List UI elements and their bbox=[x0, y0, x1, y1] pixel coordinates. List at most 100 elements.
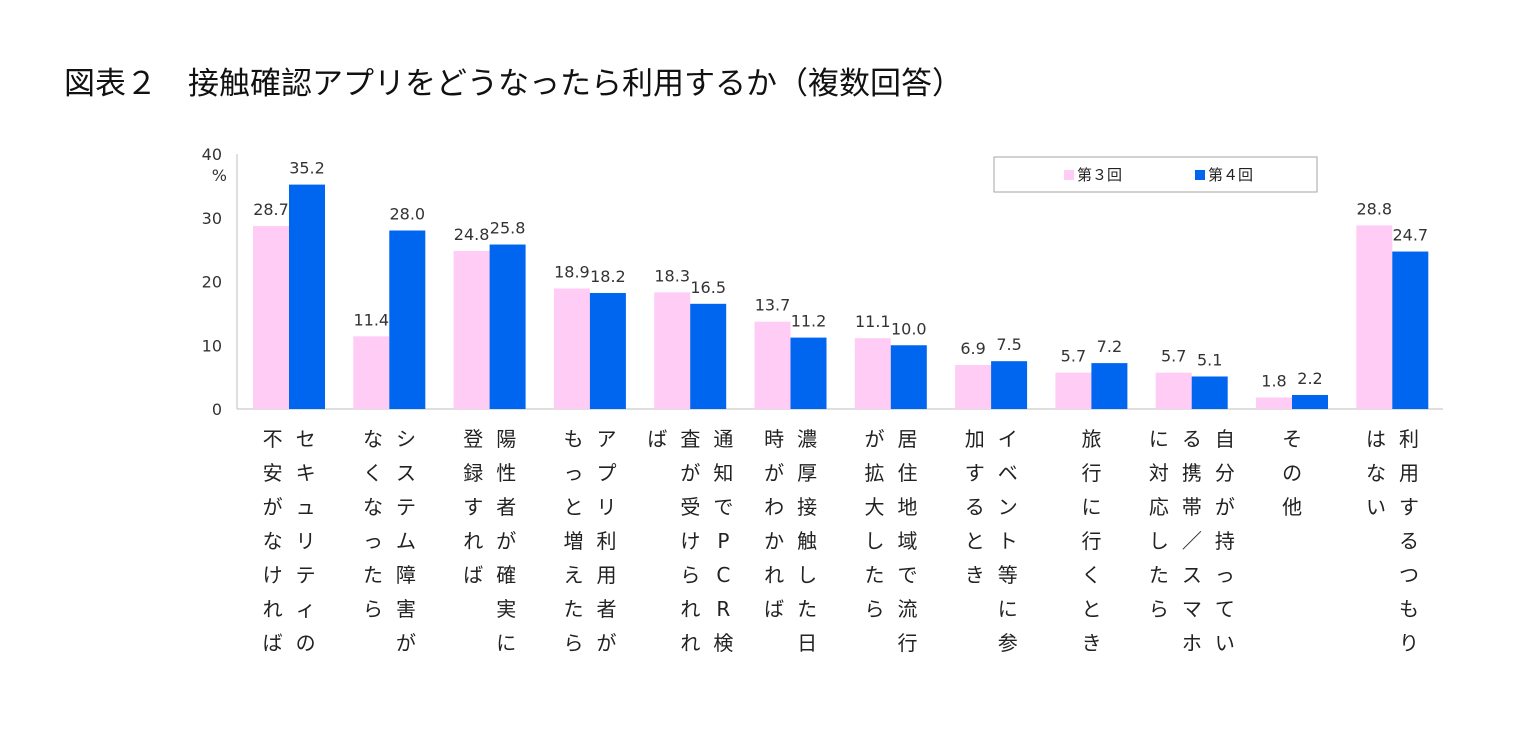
category-label-char: 実 bbox=[496, 597, 516, 621]
category-label-char: ら bbox=[564, 631, 584, 655]
category-label-char: い bbox=[1366, 495, 1386, 519]
category-label-char: た bbox=[1149, 563, 1169, 587]
category-label-char: も bbox=[564, 427, 584, 451]
bar-series2 bbox=[790, 337, 827, 409]
category-label-char: 対 bbox=[1149, 461, 1169, 485]
category-label-char: 加 bbox=[965, 427, 985, 451]
data-label: 10.0 bbox=[891, 319, 927, 338]
data-label: 5.1 bbox=[1197, 350, 1222, 369]
data-label: 24.8 bbox=[454, 225, 490, 244]
category-label-char: リ bbox=[597, 495, 617, 519]
category-label-char: け bbox=[680, 529, 700, 553]
data-label: 6.9 bbox=[960, 339, 985, 358]
bar-series2 bbox=[1091, 363, 1128, 409]
bar-series1 bbox=[1256, 397, 1292, 409]
category-label-char: ュ bbox=[296, 495, 316, 519]
legend-box bbox=[993, 156, 1318, 193]
category-label-char: 者 bbox=[597, 597, 617, 621]
bar-series1 bbox=[1155, 372, 1192, 409]
category-label-char: な bbox=[263, 529, 283, 553]
category-label-char: ホ bbox=[1182, 631, 1202, 655]
category-label-char: き bbox=[965, 563, 985, 587]
category-label-char: し bbox=[797, 563, 817, 587]
category-label-char: 分 bbox=[1215, 461, 1235, 485]
y-tick-label: 40 bbox=[202, 145, 222, 164]
category-label-char: く bbox=[363, 461, 383, 485]
category-label-char: 者 bbox=[496, 495, 516, 519]
bar-series2 bbox=[589, 292, 626, 409]
category-label-char: 大 bbox=[864, 495, 884, 519]
category-label-char: 携 bbox=[1182, 461, 1202, 485]
category-label-char: 等 bbox=[998, 563, 1018, 587]
data-label: 25.8 bbox=[490, 219, 526, 238]
category-label-char: 旅 bbox=[1082, 427, 1102, 451]
chart-title: 図表２ 接触確認アプリをどうなったら利用するか（複数回答） bbox=[64, 66, 963, 102]
category-label-char: 厚 bbox=[797, 461, 817, 485]
category-label-char: な bbox=[363, 495, 383, 519]
category-label-char: ら bbox=[680, 563, 700, 587]
category-label-char: 住 bbox=[897, 461, 917, 485]
category-label-char: 録 bbox=[463, 461, 483, 485]
category-label-char: で bbox=[713, 495, 733, 519]
bar-series1 bbox=[854, 338, 891, 409]
category-label-char: が bbox=[396, 631, 416, 655]
category-label-char: た bbox=[564, 597, 584, 621]
bar-series2 bbox=[1392, 251, 1429, 409]
category-label-char: が bbox=[1215, 495, 1235, 519]
bar-series1 bbox=[1055, 372, 1092, 409]
data-label: 35.2 bbox=[289, 159, 325, 178]
category-label-char: 自 bbox=[1215, 427, 1235, 451]
category-label-char: ば bbox=[263, 631, 283, 655]
bar-series1 bbox=[353, 336, 390, 409]
category-label-char: ン bbox=[998, 495, 1018, 519]
category-label-char: か bbox=[764, 529, 784, 553]
category-label-char: に bbox=[1149, 427, 1169, 451]
category-label-char: る bbox=[1182, 427, 1202, 451]
category-label-char: の bbox=[1282, 461, 1302, 485]
category-labels: セキュリティの不安がなければシステム障害がなくなったら陽性者が確実に登録すればア… bbox=[263, 427, 1419, 655]
data-label: 18.9 bbox=[554, 263, 590, 282]
category-label-char: 害 bbox=[396, 597, 416, 621]
category-label-char: れ bbox=[463, 529, 483, 553]
category-label-char: が bbox=[764, 461, 784, 485]
bar-series1 bbox=[453, 250, 490, 409]
category-label-char: 不 bbox=[263, 427, 283, 451]
category-label-char: キ bbox=[296, 461, 316, 485]
category-label-char: 行 bbox=[1082, 529, 1102, 553]
category-label-char: 増 bbox=[564, 529, 584, 553]
category-label-char: ら bbox=[864, 597, 884, 621]
category-label-char: ば bbox=[647, 427, 667, 451]
category-label-char: る bbox=[1399, 529, 1419, 553]
bar-series1 bbox=[955, 365, 992, 409]
category-label-char: の bbox=[296, 631, 316, 655]
category-label-char: 障 bbox=[396, 563, 416, 587]
category-label-char: 査 bbox=[680, 427, 700, 451]
category-label-char: わ bbox=[764, 495, 784, 519]
bar-series1 bbox=[1356, 225, 1393, 409]
category-label-char: 触 bbox=[797, 529, 817, 553]
category-label-char: 登 bbox=[463, 427, 483, 451]
legend-label: 第３回 bbox=[1077, 166, 1122, 184]
data-label: 18.3 bbox=[654, 266, 690, 285]
data-label: 13.7 bbox=[755, 296, 791, 315]
category-label-char: 帯 bbox=[1182, 495, 1202, 519]
category-label-char: マ bbox=[1182, 597, 1202, 621]
category-label-char: え bbox=[564, 563, 584, 587]
category-label-char: リ bbox=[296, 529, 316, 553]
legend-label: 第４回 bbox=[1208, 166, 1253, 184]
data-label: 1.8 bbox=[1261, 372, 1286, 391]
legend-swatch bbox=[1064, 170, 1074, 180]
category-label-char: が bbox=[680, 461, 700, 485]
category-label-char: ィ bbox=[296, 597, 316, 621]
category-label-char: る bbox=[965, 495, 985, 519]
category-label-char: 性 bbox=[496, 461, 516, 485]
category-label-char: け bbox=[263, 563, 283, 587]
legend: 第３回 第４回 bbox=[993, 156, 1318, 193]
bar-series1 bbox=[253, 226, 289, 409]
category-label-char: す bbox=[1399, 495, 1419, 519]
category-label-char: と bbox=[564, 495, 584, 519]
category-label-char: つ bbox=[1399, 563, 1419, 587]
category-label-char: 接 bbox=[797, 495, 817, 519]
category-label-char: す bbox=[965, 461, 985, 485]
category-label-char: 利 bbox=[597, 529, 617, 553]
